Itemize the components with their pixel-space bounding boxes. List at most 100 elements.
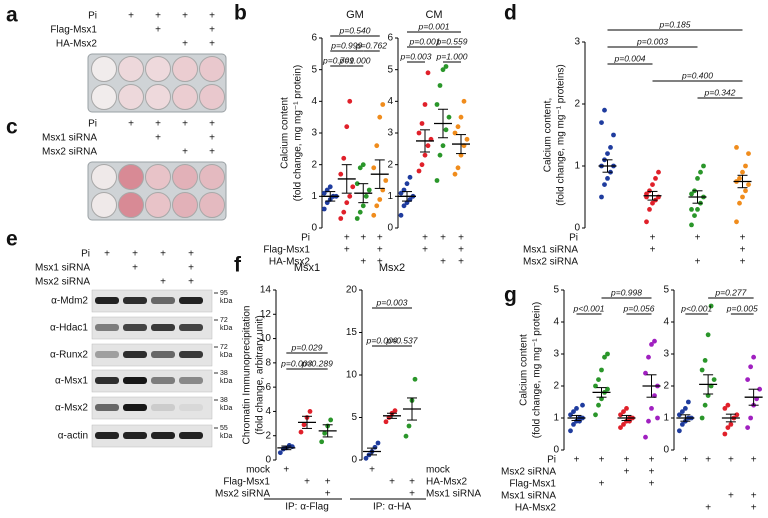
p-value: p=0.056 — [623, 303, 655, 313]
data-point — [725, 425, 731, 430]
y-tick-label: 1 — [574, 161, 580, 172]
data-point — [341, 209, 347, 215]
data-point — [689, 191, 694, 197]
p-value: p=0.001 — [418, 21, 450, 31]
marker-unit: kDa — [220, 352, 233, 359]
chart-title: GM — [346, 9, 364, 21]
data-point — [403, 433, 409, 439]
data-point — [608, 145, 613, 150]
y-tick-label: 10 — [346, 370, 358, 381]
condition-mark: + — [182, 11, 188, 22]
data-point — [653, 176, 658, 181]
data-point — [412, 376, 418, 382]
well — [172, 164, 198, 190]
y-tick-label: 5 — [553, 285, 559, 296]
condition-mark: + — [574, 455, 580, 466]
data-point — [344, 200, 350, 206]
data-point — [360, 162, 366, 168]
data-point — [655, 415, 660, 421]
p-value: p=0.559 — [436, 36, 468, 46]
y-tick-label: 0 — [663, 445, 669, 456]
condition-label: Msx2 siRNA — [501, 467, 556, 478]
well — [199, 192, 225, 218]
band — [151, 324, 175, 331]
p-value: p=1.000 — [436, 51, 468, 61]
condition-label: Pi — [569, 233, 578, 244]
y-tick-label: 2 — [574, 99, 580, 110]
condition-mark: + — [188, 249, 194, 260]
data-point — [416, 168, 422, 174]
chart-title: Msx2 — [379, 262, 405, 274]
p-value: p=0.004 — [614, 53, 646, 63]
data-point — [611, 132, 616, 138]
data-point — [434, 178, 440, 183]
condition-mark: + — [132, 249, 138, 260]
data-point — [618, 425, 623, 430]
p-value: p<0.001 — [573, 303, 605, 313]
condition-label: Msx2 siRNA — [523, 257, 578, 268]
data-point — [624, 406, 629, 411]
band — [123, 404, 147, 411]
data-point — [751, 354, 757, 360]
data-point — [705, 332, 711, 338]
well — [118, 56, 144, 82]
condition-label: HA-Msx2 — [515, 503, 557, 513]
y-tick-label: 4 — [387, 96, 393, 107]
band — [179, 404, 203, 411]
data-point — [446, 114, 452, 120]
chart-title: Msx1 — [294, 262, 320, 274]
chart-title: CM — [425, 9, 442, 21]
data-point — [748, 364, 754, 370]
band — [123, 432, 147, 439]
well — [91, 56, 117, 82]
p-value: p=0.762 — [355, 40, 387, 50]
marker-size: 95 — [220, 290, 228, 297]
data-point — [596, 402, 601, 408]
condition-mark: + — [599, 455, 605, 466]
condition-label: Msx1 siRNA — [501, 491, 556, 502]
condition-mark: + — [182, 39, 188, 50]
condition-label: Msx1 siRNA — [42, 133, 97, 144]
well — [145, 192, 171, 218]
data-point — [621, 409, 626, 414]
y-axis-label: Calcium content — [280, 97, 291, 169]
condition-mark: + — [649, 479, 655, 490]
data-point — [685, 399, 691, 405]
data-point — [618, 412, 623, 418]
y-tick-label: 3 — [663, 349, 669, 360]
condition-mark: + — [209, 25, 215, 36]
well — [91, 164, 117, 190]
data-point — [440, 143, 446, 149]
condition-mark: + — [649, 467, 655, 478]
band — [123, 351, 147, 358]
well — [199, 56, 225, 82]
y-tick-label: 2 — [553, 381, 559, 392]
data-point — [679, 409, 685, 414]
condition-label: Pi — [81, 249, 90, 260]
condition-mark: + — [360, 233, 366, 244]
data-point — [676, 412, 682, 418]
data-point — [328, 417, 334, 423]
data-point — [745, 377, 751, 382]
data-point — [327, 184, 333, 190]
data-point — [298, 429, 304, 435]
data-point — [377, 197, 383, 202]
well — [91, 84, 117, 110]
y-tick-label: 2 — [311, 159, 317, 170]
data-point — [371, 165, 377, 171]
condition-mark: + — [740, 233, 746, 244]
condition-mark: + — [458, 233, 464, 244]
data-point — [458, 114, 464, 120]
data-point — [743, 188, 748, 194]
condition-label: Msx2 siRNA — [215, 489, 270, 500]
well — [118, 192, 144, 218]
y-axis-label: Chromatin Immunoprecipitation — [242, 306, 253, 445]
data-point — [602, 182, 607, 188]
condition-mark: + — [458, 245, 464, 256]
y-tick-label: 4 — [265, 406, 271, 417]
data-point — [452, 171, 458, 177]
well — [199, 84, 225, 110]
data-point — [392, 408, 398, 414]
data-point — [354, 216, 360, 221]
